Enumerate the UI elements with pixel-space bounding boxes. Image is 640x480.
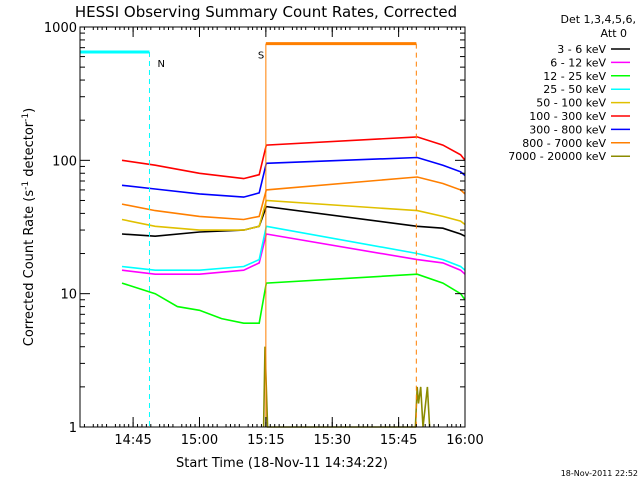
y-tick-label: 1 — [69, 421, 77, 436]
series-line-6 — [121, 136, 466, 180]
x-tick-label: 16:00 — [446, 433, 483, 448]
legend-label-9: 7000 - 20000 keV — [508, 150, 606, 163]
legend-label-4: 25 - 50 keV — [543, 83, 606, 96]
series-line-1 — [121, 205, 466, 238]
series-line-7 — [121, 156, 466, 198]
legend-label-3: 12 - 25 keV — [543, 70, 606, 83]
y-axis-label: Corrected Count Rate (s-1 detector-1) — [21, 108, 37, 346]
legend-label-2: 6 - 12 keV — [550, 56, 606, 69]
series-line-4 — [121, 225, 466, 272]
x-axis-label: Start Time (18-Nov-11 14:34:22) — [176, 456, 388, 471]
legend-label-5: 50 - 100 keV — [536, 97, 606, 110]
y-tick-label: 10 — [60, 288, 77, 303]
x-tick-label: 15:00 — [181, 433, 218, 448]
y-tick-label: 1000 — [44, 21, 77, 36]
x-tick-label: 15:30 — [314, 433, 351, 448]
plot-frame — [79, 26, 466, 428]
legend-label-6: 100 - 300 keV — [529, 110, 606, 123]
x-tick-label: 15:45 — [380, 433, 417, 448]
series-line-2 — [121, 233, 466, 276]
timestamp: 18-Nov-2011 22:52 — [561, 469, 638, 478]
legend-label-7: 300 - 800 keV — [529, 123, 606, 136]
legend-header-line-2: Att 0 — [601, 27, 627, 40]
series-line-3 — [121, 273, 466, 325]
legend-header-line-1: Det 1,3,4,5,6, — [560, 13, 636, 26]
x-tick-label: 15:15 — [247, 433, 284, 448]
legend-label-1: 3 - 6 keV — [557, 43, 606, 56]
series-line-5 — [121, 199, 466, 231]
chart-title: HESSI Observing Summary Count Rates, Cor… — [75, 3, 457, 21]
x-tick-label: 14:45 — [114, 433, 151, 448]
series-line-9 — [262, 346, 431, 428]
flag-label-n: N — [157, 59, 164, 70]
series-line-8 — [121, 176, 466, 221]
legend-label-8: 800 - 7000 keV — [522, 137, 606, 150]
y-tick-label: 100 — [52, 154, 77, 169]
flag-label-s: S — [258, 51, 264, 62]
